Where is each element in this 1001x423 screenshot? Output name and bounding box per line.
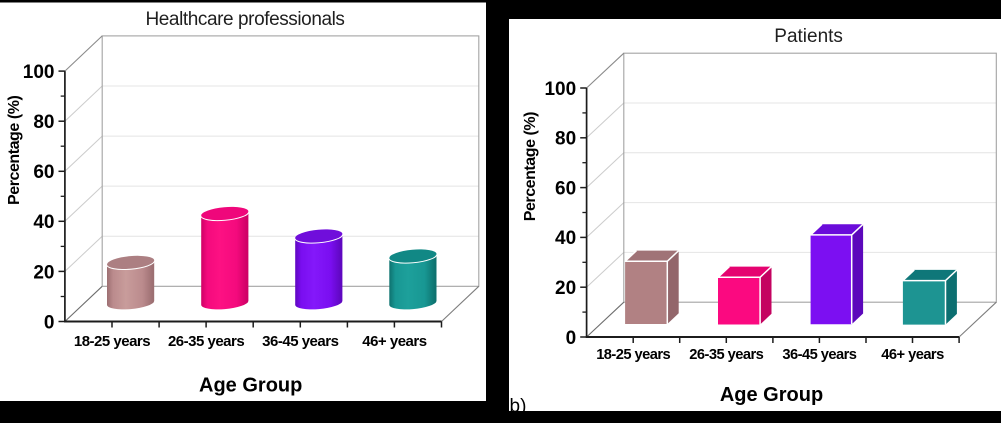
svg-text:18-25 years: 18-25 years <box>596 347 670 363</box>
svg-text:18-25 years: 18-25 years <box>74 333 150 350</box>
svg-text:0: 0 <box>44 312 55 333</box>
svg-text:20: 20 <box>555 278 576 299</box>
svg-text:60: 60 <box>555 178 576 199</box>
svg-text:40: 40 <box>33 212 54 233</box>
svg-text:26-35 years: 26-35 years <box>168 333 244 350</box>
svg-text:80: 80 <box>555 129 576 150</box>
svg-text:100: 100 <box>544 79 576 100</box>
svg-text:100: 100 <box>23 62 55 83</box>
svg-text:60: 60 <box>33 162 54 183</box>
svg-text:0: 0 <box>566 328 577 349</box>
svg-text:36-45 years: 36-45 years <box>782 347 856 363</box>
svg-text:46+ years: 46+ years <box>881 347 944 363</box>
svg-text:Percentage (%): Percentage (%) <box>6 96 23 205</box>
svg-text:40: 40 <box>555 228 576 249</box>
svg-text:Percentage (%): Percentage (%) <box>522 112 539 221</box>
svg-text:Patients: Patients <box>774 26 843 47</box>
svg-text:20: 20 <box>33 262 54 283</box>
svg-text:26-35 years: 26-35 years <box>689 347 763 363</box>
svg-text:Healthcare professionals: Healthcare professionals <box>145 9 344 30</box>
svg-text:Age Group: Age Group <box>199 375 302 397</box>
svg-text:80: 80 <box>33 112 54 133</box>
svg-text:36-45 years: 36-45 years <box>262 333 338 350</box>
svg-text:46+ years: 46+ years <box>362 333 426 350</box>
svg-text:Age Group: Age Group <box>720 384 823 406</box>
